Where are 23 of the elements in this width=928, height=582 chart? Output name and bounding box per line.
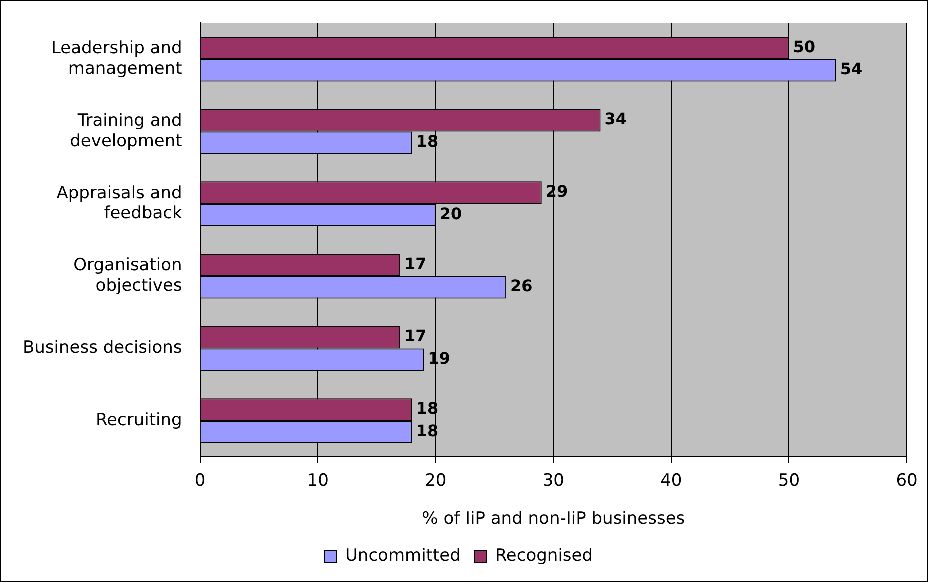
data-label: 17	[404, 254, 427, 274]
data-label: 50	[793, 37, 816, 56]
x-tick-label: 10	[307, 470, 329, 491]
y-tick-label: Leadership and management	[51, 38, 183, 79]
x-tick-label: 30	[542, 470, 564, 491]
x-tick-label: 50	[778, 470, 800, 491]
x-tick-label: 40	[660, 470, 682, 491]
y-tick-label: Training and development	[70, 110, 183, 152]
data-label: 17	[404, 326, 427, 346]
x-axis-title: % of IiP and non-IiP businesses	[422, 509, 686, 530]
x-tick-label: 60	[896, 470, 918, 491]
data-label: 26	[510, 276, 533, 296]
data-label: 34	[604, 110, 628, 129]
y-tick-label: Recruiting	[96, 410, 182, 430]
legend-label: Uncommitted	[345, 546, 461, 566]
y-tick-label: Organisation objectives	[74, 256, 182, 296]
y-tick-label: Business decisions	[22, 338, 182, 358]
data-label: 54	[840, 60, 863, 79]
y-tick-label: Appraisals and feedback	[56, 183, 182, 224]
x-tick-label: 20	[425, 470, 447, 491]
x-tick-label: 0	[194, 470, 206, 491]
legend-label: Recognised	[495, 546, 594, 566]
data-label: 20	[440, 204, 462, 224]
